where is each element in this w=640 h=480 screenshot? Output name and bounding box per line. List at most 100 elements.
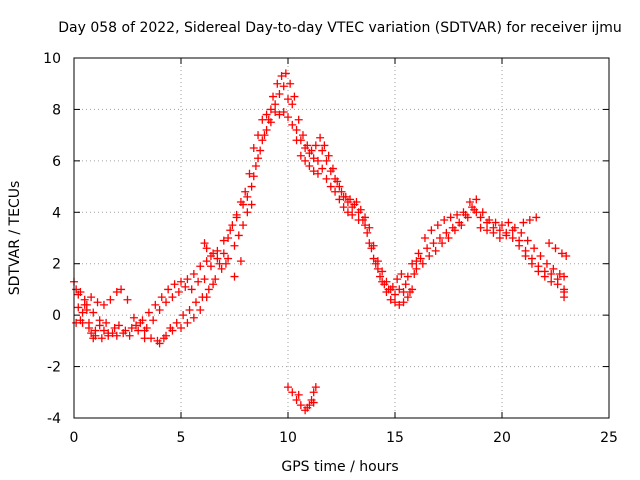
data-point [262,126,271,134]
data-point [382,277,391,286]
data-point [204,285,213,294]
data-point [391,290,399,299]
data-point [168,293,177,302]
data-point [183,318,192,327]
data-point [423,244,432,253]
data-point [551,244,560,253]
ticks-layer [73,57,610,419]
data-point [453,210,462,219]
data-point [78,308,87,317]
data-point [530,244,539,253]
data-point [356,205,365,214]
data-point [294,390,303,399]
data-point [369,254,378,263]
data-point [104,329,113,338]
data-point [228,221,237,230]
data-point [322,174,331,183]
data-point [91,331,100,340]
data-point [177,324,185,332]
data-point [542,259,551,268]
data-point [435,234,444,242]
data-point [459,208,468,217]
data-point [412,257,421,266]
data-point [249,144,258,152]
data-point [290,92,299,101]
data-point [202,244,211,253]
data-point [185,306,194,314]
data-point [189,270,198,278]
data-point [386,285,395,294]
data-point [245,169,254,178]
data-point [508,234,517,242]
data-point [335,195,344,204]
data-point [286,79,295,88]
data-point [112,331,121,340]
data-point [275,110,284,119]
data-point [378,267,387,276]
data-point [326,167,335,176]
data-point [393,275,402,284]
data-point [525,216,534,224]
data-point [414,249,423,258]
data-point [532,213,541,222]
data-point [114,321,123,330]
data-point [504,218,513,227]
plot-frame [73,57,610,419]
data-point [438,239,447,248]
data-point [502,231,511,240]
data-point [483,226,492,235]
chart-title: Day 058 of 2022, Sidereal Day-to-day VTE… [58,20,622,36]
y-tick-label: 6 [52,154,61,170]
data-point [162,298,171,307]
data-point [560,272,569,281]
data-point [271,108,280,116]
data-point [545,239,554,248]
data-point [391,298,399,307]
data-point [478,208,487,217]
data-point [273,79,282,88]
data-point [221,259,230,268]
points-layer [70,69,571,415]
data-point [305,162,314,170]
data-point [489,228,498,237]
data-point [296,401,305,410]
data-point [196,306,205,314]
data-point [399,298,408,307]
data-point [149,316,158,325]
data-point [418,259,427,268]
data-point [433,221,442,230]
data-point [301,144,310,152]
data-point [412,264,421,273]
data-point [157,293,166,302]
data-point [339,203,348,212]
data-point [269,92,278,101]
data-point [470,205,479,214]
data-point [226,226,235,235]
data-point [363,228,372,237]
data-point [288,100,297,109]
data-point [365,223,374,232]
data-point [318,164,327,173]
data-point [425,252,434,260]
data-point [523,236,532,245]
data-point [457,221,466,230]
data-point [309,398,318,407]
data-point [224,234,233,242]
data-point [87,329,96,338]
data-point [99,300,108,309]
data-point [560,288,569,296]
data-point [213,246,222,255]
data-point [540,267,549,276]
data-point [200,239,209,248]
data-point [181,282,190,291]
data-point [87,293,96,302]
data-point [281,69,290,78]
data-point [491,218,500,227]
data-point [159,334,168,343]
data-point [140,334,149,343]
data-point [219,249,228,258]
data-point [320,141,329,150]
data-point [74,303,83,312]
data-point [403,293,412,302]
